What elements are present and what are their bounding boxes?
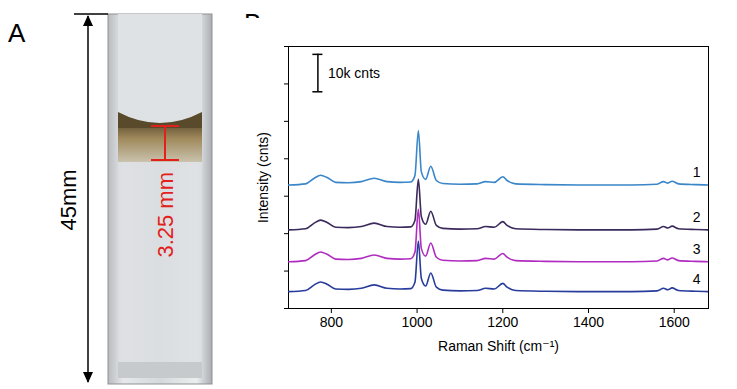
svg-text:10k cnts: 10k cnts — [328, 65, 380, 81]
svg-text:1: 1 — [693, 164, 701, 180]
svg-text:1400: 1400 — [573, 314, 604, 330]
svg-text:3: 3 — [693, 241, 701, 257]
svg-text:Intensity (cnts): Intensity (cnts) — [255, 132, 271, 223]
svg-text:45mm: 45mm — [56, 169, 81, 230]
svg-text:1000: 1000 — [401, 314, 432, 330]
html-text:A: A — [8, 18, 26, 48]
html-text:B: B — [244, 8, 262, 38]
svg-text:Raman Shift (cm⁻¹): Raman Shift (cm⁻¹) — [438, 338, 559, 354]
svg-text:3.25 mm: 3.25 mm — [153, 172, 178, 258]
svg-text:1600: 1600 — [659, 314, 690, 330]
svg-text:1200: 1200 — [487, 314, 518, 330]
svg-text:800: 800 — [320, 314, 344, 330]
svg-text:2: 2 — [693, 209, 701, 225]
svg-text:4: 4 — [693, 271, 701, 287]
